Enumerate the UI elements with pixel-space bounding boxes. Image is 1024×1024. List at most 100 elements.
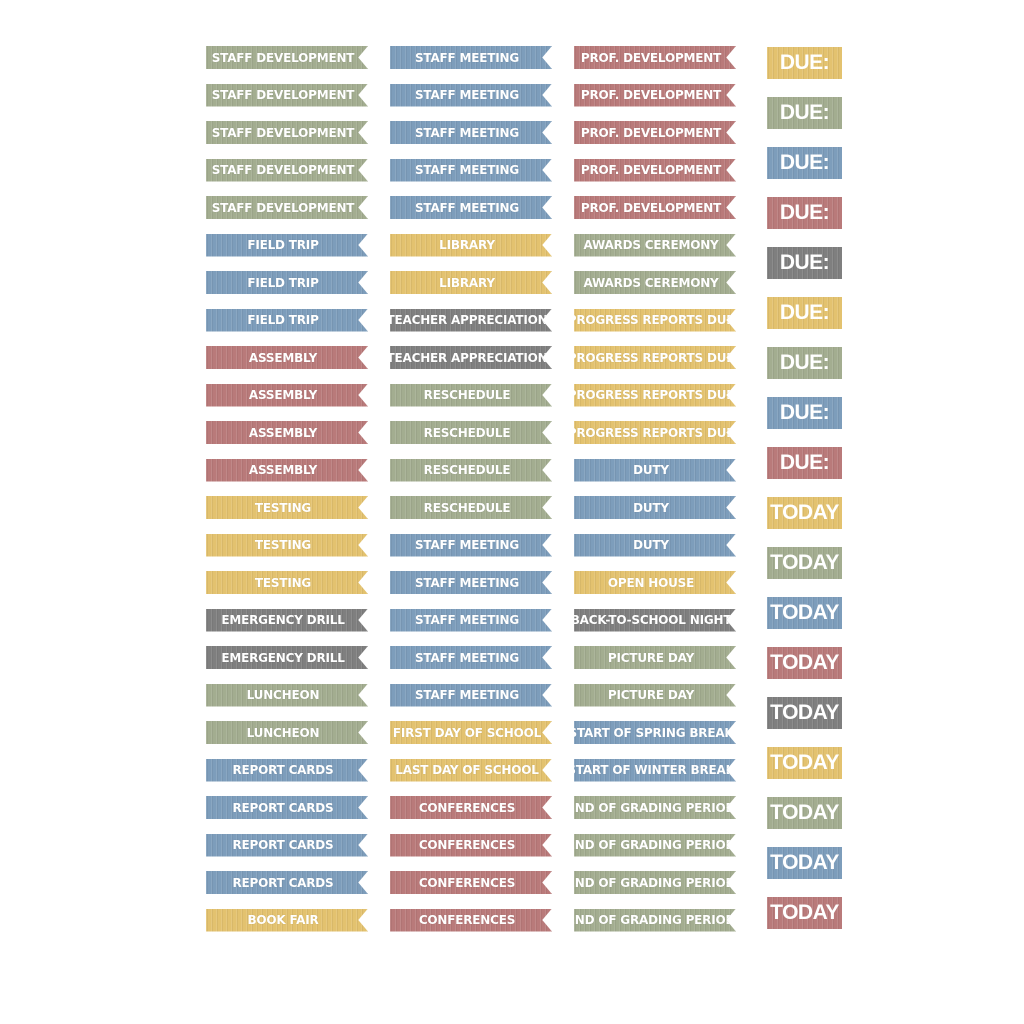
sticker-banner-progress-reports-due: PROGRESS REPORTS DUE [574, 383, 736, 407]
sticker-banner-assembly: ASSEMBLY [206, 421, 368, 444]
sticker-label: END OF GRADING PERIOD [574, 875, 736, 890]
sticker-label: PROGRESS REPORTS DUE [574, 388, 735, 402]
sticker-banner-book-fair: BOOK FAIR [206, 908, 368, 932]
sticker-tag-due: DUE: [767, 97, 842, 129]
sticker-label: ASSEMBLY [248, 463, 318, 477]
sticker-label: STAFF MEETING [414, 163, 520, 177]
sticker-banner-assembly: ASSEMBLY [206, 346, 368, 369]
sticker-banner-staff-meeting: STAFF MEETING [390, 646, 552, 669]
sticker-tag-today: TODAY [767, 847, 842, 879]
sticker-label: STAFF MEETING [414, 613, 520, 627]
sticker-label: REPORT CARDS [232, 800, 334, 815]
sticker-label: PICTURE DAY [607, 688, 695, 702]
sticker-tag-due: DUE: [767, 147, 842, 179]
sticker-banner-prof-development: PROF. DEVELOPMENT [574, 121, 736, 144]
sticker-label: PROF. DEVELOPMENT [580, 200, 722, 215]
sticker-banner-duty: DUTY [574, 533, 736, 557]
sticker-label: RESCHEDULE [423, 463, 511, 477]
sticker-tag-due: DUE: [767, 447, 842, 479]
sticker-banner-reschedule: RESCHEDULE [390, 383, 552, 407]
sticker-label: AWARDS CEREMONY [583, 275, 719, 290]
sticker-label: FIELD TRIP [247, 313, 319, 327]
sticker-tag-due: DUE: [767, 247, 842, 279]
sticker-banner-report-cards: REPORT CARDS [206, 833, 368, 857]
sticker-label: TODAY [770, 551, 839, 574]
sticker-banner-luncheon: LUNCHEON [206, 683, 368, 707]
sticker-tag-today: TODAY [767, 747, 842, 779]
sticker-label: PROF. DEVELOPMENT [580, 50, 722, 65]
sticker-label: RESCHEDULE [423, 500, 511, 515]
sticker-banner-conferences: CONFERENCES [390, 871, 552, 894]
sticker-tag-due: DUE: [767, 397, 842, 429]
sticker-tag-due: DUE: [767, 47, 842, 79]
sticker-label: FIELD TRIP [247, 275, 319, 290]
sticker-label: PROGRESS REPORTS DUE [574, 425, 735, 440]
sticker-banner-duty: DUTY [574, 496, 736, 519]
sticker-label: END OF GRADING PERIOD [574, 800, 736, 815]
sticker-label: TESTING [254, 500, 312, 515]
sticker-label: TEACHER APPRECIATION [390, 350, 548, 365]
sticker-label: PROGRESS REPORTS DUE [574, 313, 735, 327]
sticker-label: RESCHEDULE [423, 388, 511, 402]
sticker-label: FIELD TRIP [247, 238, 319, 252]
sticker-label: STAFF DEVELOPMENT [211, 163, 355, 177]
sticker-banner-conferences: CONFERENCES [390, 833, 552, 857]
sticker-label: PROF. DEVELOPMENT [580, 163, 722, 177]
sticker-label: TESTING [254, 538, 312, 552]
sticker-label: ASSEMBLY [248, 425, 318, 440]
sticker-label: TODAY [770, 601, 839, 624]
sticker-banner-field-trip: FIELD TRIP [206, 271, 368, 294]
sticker-label: STAFF DEVELOPMENT [211, 125, 355, 140]
sticker-banner-field-trip: FIELD TRIP [206, 308, 368, 332]
sticker-banner-report-cards: REPORT CARDS [206, 796, 368, 819]
sticker-banner-picture-day: PICTURE DAY [574, 646, 736, 669]
sticker-label: STAFF MEETING [414, 200, 520, 215]
sticker-banner-staff-meeting: STAFF MEETING [390, 121, 552, 144]
sticker-banner-library: LIBRARY [390, 271, 552, 294]
sticker-label: STAFF DEVELOPMENT [211, 200, 355, 215]
sticker-label: STAFF MEETING [414, 88, 520, 102]
sticker-label: AWARDS CEREMONY [583, 238, 719, 252]
sticker-banner-staff-meeting: STAFF MEETING [390, 46, 552, 69]
sticker-banner-end-of-grading-period: END OF GRADING PERIOD [574, 833, 736, 857]
sticker-label: DUTY [633, 500, 669, 515]
sticker-tag-today: TODAY [767, 697, 842, 729]
sticker-label: PROF. DEVELOPMENT [580, 88, 722, 102]
sticker-banner-emergency-drill: EMERGENCY DRILL [206, 646, 368, 669]
sticker-label: END OF GRADING PERIOD [574, 838, 736, 852]
sticker-banner-staff-development: STAFF DEVELOPMENT [206, 46, 368, 69]
sticker-label: DUTY [633, 538, 669, 552]
sticker-label: DUE: [779, 151, 830, 174]
sticker-banner-staff-development: STAFF DEVELOPMENT [206, 83, 368, 107]
sticker-label: REPORT CARDS [232, 875, 334, 890]
sticker-label: LAST DAY OF SCHOOL [395, 763, 539, 777]
sticker-label: CONFERENCES [418, 838, 516, 852]
sticker-label: RESCHEDULE [423, 425, 511, 440]
sticker-label: OPEN HOUSE [607, 575, 695, 590]
sticker-banner-report-cards: REPORT CARDS [206, 758, 368, 782]
sticker-label: DUE: [779, 401, 830, 424]
sticker-banner-testing: TESTING [206, 533, 368, 557]
sticker-banner-start-of-winter-break: START OF WINTER BREAK [574, 758, 736, 782]
sticker-banner-duty: DUTY [574, 458, 736, 482]
sticker-banner-reschedule: RESCHEDULE [390, 458, 552, 482]
sticker-banner-staff-meeting: STAFF MEETING [390, 571, 552, 594]
sticker-banner-end-of-grading-period: END OF GRADING PERIOD [574, 796, 736, 819]
sticker-label: START OF WINTER BREAK [574, 763, 735, 777]
sticker-tag-today: TODAY [767, 497, 842, 529]
sticker-tag-due: DUE: [767, 297, 842, 329]
sticker-label: EMERGENCY DRILL [221, 613, 345, 627]
sticker-banner-teacher-appreciation: TEACHER APPRECIATION [390, 308, 552, 332]
sticker-label: DUE: [779, 101, 830, 124]
tag-column: DUE: DUE: DUE: DUE: DUE: DUE: DUE: DUE: DUE: TODA… [767, 47, 842, 947]
sticker-label: STAFF MEETING [414, 575, 520, 590]
sticker-label: DUE: [779, 351, 830, 374]
sticker-label: DUE: [779, 301, 830, 324]
sticker-tag-today: TODAY [767, 797, 842, 829]
sticker-banner-awards-ceremony: AWARDS CEREMONY [574, 271, 736, 294]
sticker-label: REPORT CARDS [232, 838, 334, 852]
sticker-label: DUE: [779, 51, 830, 74]
sticker-label: REPORT CARDS [232, 763, 334, 777]
sticker-tag-due: DUE: [767, 347, 842, 379]
sticker-banner-assembly: ASSEMBLY [206, 383, 368, 407]
